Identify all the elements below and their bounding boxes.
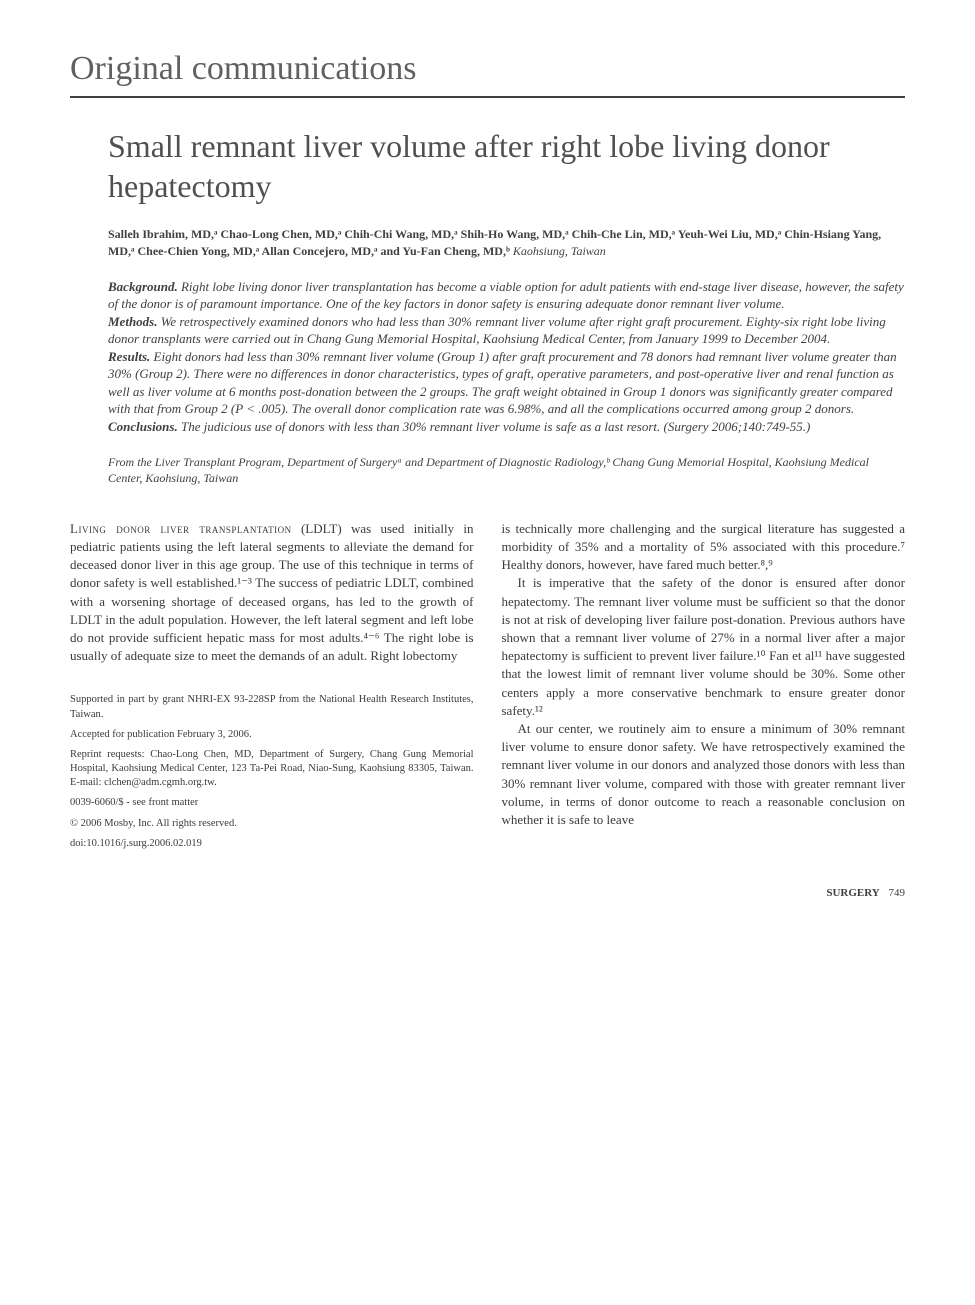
- body-para-1-rest: (LDLT) was used initially in pediatric p…: [70, 521, 474, 663]
- body-para-2: is technically more challenging and the …: [502, 520, 906, 575]
- footnote-2: Accepted for publication February 3, 200…: [70, 728, 474, 742]
- column-right: is technically more challenging and the …: [502, 520, 906, 857]
- authors-list: Salleh Ibrahim, MD,ᵃ Chao-Long Chen, MD,…: [108, 227, 881, 258]
- abstract-conclusions-label: Conclusions.: [108, 419, 178, 434]
- abstract-background-text: Right lobe living donor liver transplant…: [108, 279, 904, 312]
- affiliation: From the Liver Transplant Program, Depar…: [108, 454, 905, 486]
- authors-block: Salleh Ibrahim, MD,ᵃ Chao-Long Chen, MD,…: [108, 226, 905, 260]
- authors-location: Kaohsiung, Taiwan: [513, 244, 606, 258]
- footnotes: Supported in part by grant NHRI-EX 93-22…: [70, 693, 474, 851]
- lead-smallcaps: Living donor liver transplantation: [70, 521, 292, 536]
- footnote-6: doi:10.1016/j.surg.2006.02.019: [70, 837, 474, 851]
- page-footer: SURGERY 749: [70, 887, 905, 899]
- abstract-background-label: Background.: [108, 279, 178, 294]
- footer-journal: SURGERY: [826, 887, 879, 899]
- column-left: Living donor liver transplantation (LDLT…: [70, 520, 474, 857]
- body-columns: Living donor liver transplantation (LDLT…: [70, 520, 905, 857]
- footnote-4: 0039-6060/$ - see front matter: [70, 796, 474, 810]
- abstract-methods-label: Methods.: [108, 314, 157, 329]
- abstract-conclusions-text: The judicious use of donors with less th…: [181, 419, 810, 434]
- footnote-1: Supported in part by grant NHRI-EX 93-22…: [70, 693, 474, 721]
- abstract-results-text: Eight donors had less than 30% remnant l…: [108, 349, 897, 417]
- abstract-results-label: Results.: [108, 349, 150, 364]
- footnote-5: © 2006 Mosby, Inc. All rights reserved.: [70, 817, 474, 831]
- section-header: Original communications: [70, 50, 905, 98]
- article-title: Small remnant liver volume after right l…: [108, 126, 905, 206]
- abstract-methods-text: We retrospectively examined donors who h…: [108, 314, 886, 347]
- body-para-1: Living donor liver transplantation (LDLT…: [70, 520, 474, 666]
- body-para-3: It is imperative that the safety of the …: [502, 574, 906, 720]
- footnote-3: Reprint requests: Chao-Long Chen, MD, De…: [70, 748, 474, 791]
- abstract: Background. Right lobe living donor live…: [108, 278, 905, 436]
- footer-page-number: 749: [889, 887, 906, 899]
- body-para-4: At our center, we routinely aim to ensur…: [502, 720, 906, 829]
